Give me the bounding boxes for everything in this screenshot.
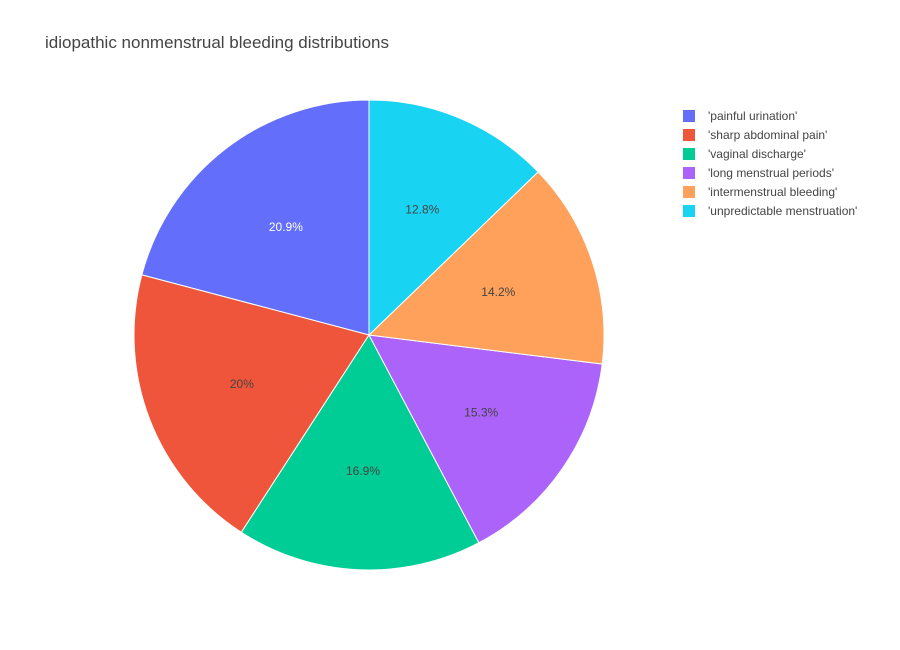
legend-item[interactable]: 'long menstrual periods' — [683, 163, 857, 182]
legend-label: 'long menstrual periods' — [708, 165, 834, 180]
pie-percent-labels: 20.9% 20% 16.9% 15.3% 14.2% 12.8% — [230, 203, 516, 479]
legend-swatch — [683, 185, 695, 198]
pie-slices — [133, 99, 605, 571]
pie-slice-3[interactable] — [240, 334, 480, 571]
pie-slice-4[interactable] — [368, 334, 603, 544]
legend-item[interactable]: 'vaginal discharge' — [683, 144, 857, 163]
pie-percent-label: 20.9% — [269, 220, 303, 234]
pie-slice-6[interactable] — [368, 99, 539, 337]
pie-percent-label: 16.9% — [346, 464, 380, 478]
legend-swatch — [683, 128, 695, 141]
legend-label: 'sharp abdominal pain' — [708, 127, 828, 142]
pie-percent-label: 15.3% — [464, 405, 498, 419]
pie-slice-2[interactable] — [133, 274, 370, 533]
pie-percent-label: 12.8% — [405, 203, 439, 217]
pie-percent-label: 14.2% — [481, 285, 515, 299]
legend-label: 'unpredictable menstruation' — [708, 203, 858, 218]
pie-slice-5[interactable] — [367, 171, 605, 365]
pie-percent-label: 20% — [230, 377, 254, 391]
legend: 'painful urination' 'sharp abdominal pain… — [683, 106, 857, 220]
legend-swatch — [683, 204, 695, 217]
legend-item[interactable]: 'unpredictable menstruation' — [683, 201, 857, 220]
legend-label: 'painful urination' — [708, 108, 798, 123]
legend-label: 'intermenstrual bleeding' — [708, 184, 838, 199]
legend-swatch — [683, 166, 695, 179]
pie-slice-1[interactable] — [141, 99, 370, 336]
legend-item[interactable]: 'intermenstrual bleeding' — [683, 182, 857, 201]
legend-item[interactable]: 'sharp abdominal pain' — [683, 125, 857, 144]
legend-item[interactable]: 'painful urination' — [683, 106, 857, 125]
legend-swatch — [683, 109, 695, 122]
legend-swatch — [683, 147, 695, 160]
chart-title: idiopathic nonmenstrual bleeding distrib… — [45, 33, 389, 52]
legend-label: 'vaginal discharge' — [708, 146, 806, 161]
